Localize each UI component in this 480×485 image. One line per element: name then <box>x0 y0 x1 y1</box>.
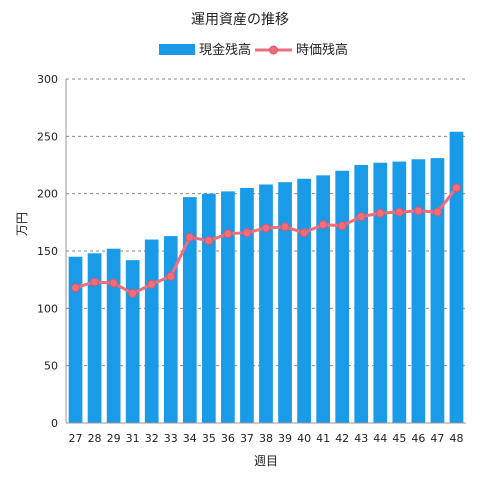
x-tick-label: 35 <box>202 432 216 445</box>
line-point <box>204 236 214 246</box>
x-axis-ticks: 27 28 29 31 32 33 34 35 36 37 38 39 40 41 42 43 44 45 46 47… <box>69 432 464 445</box>
bar <box>278 182 292 423</box>
line-point <box>185 232 195 242</box>
x-tick-label: 29 <box>107 432 121 445</box>
y-tick-label: 50 <box>44 360 58 373</box>
bar <box>221 191 235 423</box>
bar <box>297 178 311 423</box>
x-tick-label: 48 <box>449 432 463 445</box>
bar <box>144 239 159 423</box>
line-point <box>71 283 81 293</box>
x-tick-label: 32 <box>145 432 159 445</box>
x-tick-label: 37 <box>240 432 254 445</box>
bar <box>449 131 464 423</box>
x-tick-label: 44 <box>373 432 387 445</box>
bar <box>259 184 273 423</box>
bar <box>411 159 426 423</box>
x-tick-label: 47 <box>430 432 444 445</box>
line-point <box>242 228 252 238</box>
line-point <box>166 271 176 281</box>
x-tick-label: 42 <box>335 432 349 445</box>
line-point <box>299 228 309 238</box>
x-tick-label: 43 <box>354 432 368 445</box>
line-point <box>223 229 233 239</box>
bar <box>430 158 445 423</box>
bar <box>202 193 216 423</box>
legend-marker-market <box>269 45 278 55</box>
x-tick-label: 40 <box>297 432 311 445</box>
x-tick-label: 36 <box>221 432 235 445</box>
bar <box>354 165 369 423</box>
y-tick-label: 100 <box>37 302 58 315</box>
legend: 現金残高 時価残高 <box>159 42 348 58</box>
x-tick-label: 41 <box>316 432 330 445</box>
legend-label-market: 時価残高 <box>296 42 348 58</box>
bar <box>87 253 102 423</box>
line-point <box>394 207 404 217</box>
line-point <box>261 223 271 233</box>
line-point <box>318 220 328 230</box>
y-axis-label: 万円 <box>15 212 29 236</box>
bar <box>163 236 178 423</box>
x-tick-label: 38 <box>259 432 273 445</box>
x-tick-label: 27 <box>69 432 83 445</box>
x-tick-label: 33 <box>164 432 178 445</box>
x-axis-label: 週目 <box>254 454 278 468</box>
line-point <box>432 207 442 217</box>
x-tick-label: 31 <box>126 432 140 445</box>
market-line <box>71 183 461 298</box>
line-point <box>375 208 385 218</box>
line-point <box>413 206 423 216</box>
x-tick-label: 45 <box>392 432 406 445</box>
line-point <box>128 288 138 298</box>
x-tick-label: 39 <box>278 432 292 445</box>
y-tick-label: 300 <box>37 73 58 86</box>
bar <box>373 162 388 423</box>
bar <box>125 260 140 423</box>
line-point <box>90 277 100 287</box>
x-tick-label: 28 <box>88 432 102 445</box>
line-point <box>337 221 347 231</box>
line-point <box>451 183 461 193</box>
x-tick-label: 34 <box>183 432 197 445</box>
line-point <box>147 279 157 289</box>
x-tick-label: 46 <box>411 432 425 445</box>
bar <box>316 175 330 423</box>
legend-label-cash: 現金残高 <box>199 42 251 58</box>
line-point <box>109 278 119 288</box>
bar <box>335 170 350 423</box>
line-point <box>356 212 366 222</box>
y-tick-label: 150 <box>37 245 58 258</box>
line-point <box>280 222 290 232</box>
bar <box>182 197 197 423</box>
legend-swatch-cash <box>159 44 195 55</box>
y-tick-label: 200 <box>37 188 58 201</box>
y-tick-label: 250 <box>37 130 58 143</box>
y-tick-label: 0 <box>51 417 58 430</box>
bar <box>240 187 254 423</box>
y-axis-ticks: 0 50 100 150 200 250 300 <box>37 73 58 430</box>
chart-title: 運用資産の推移 <box>191 12 289 28</box>
bar <box>68 256 83 423</box>
bar <box>392 161 407 423</box>
cash-bars <box>68 131 464 423</box>
bar <box>106 248 121 423</box>
